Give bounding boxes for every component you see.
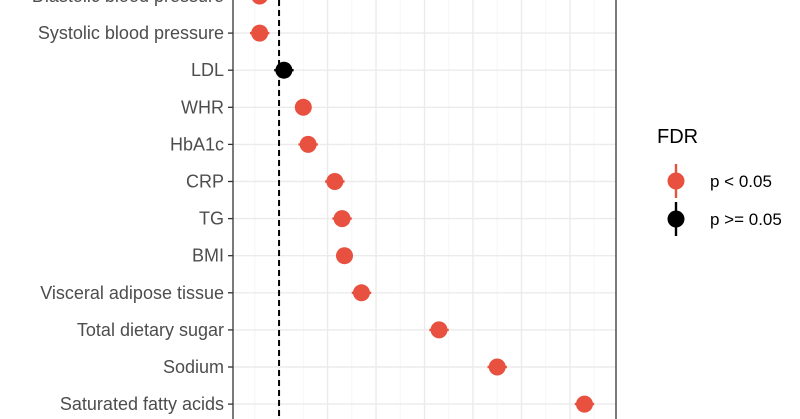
- data-point: [336, 247, 354, 265]
- y-tick-label: HbA1c: [170, 134, 224, 154]
- y-tick-label: WHR: [181, 97, 224, 117]
- y-tick-label: Systolic blood pressure: [38, 23, 224, 43]
- data-point: [252, 0, 268, 5]
- y-tick-label: BMI: [192, 246, 224, 266]
- y-tick-label: TG: [199, 209, 224, 229]
- y-tick-label: LDL: [191, 60, 224, 80]
- plot-panel: [232, 0, 617, 419]
- y-tick-label: Diastolic blood pressure: [32, 0, 224, 6]
- data-point: [275, 61, 293, 79]
- data-point: [294, 98, 312, 116]
- y-axis-ticks: [228, 32, 233, 405]
- data-point: [488, 358, 506, 376]
- y-tick-label: CRP: [186, 172, 224, 192]
- data-point: [326, 173, 344, 190]
- data-point: [430, 321, 448, 339]
- data-point: [575, 395, 593, 413]
- data-point: [251, 24, 269, 42]
- y-axis-labels: Diastolic blood pressure Systolic blood p…: [32, 0, 224, 414]
- panel-border: [232, 0, 617, 419]
- data-point: [352, 284, 370, 302]
- legend-label: p >= 0.05: [710, 210, 782, 229]
- legend-key-point: [667, 210, 685, 228]
- y-tick-label: Saturated fatty acids: [60, 394, 224, 414]
- legend-items: p < 0.05 p >= 0.05: [667, 164, 782, 236]
- data-point: [333, 210, 351, 228]
- legend-label: p < 0.05: [710, 172, 772, 191]
- legend: FDR p < 0.05 p >= 0.05: [657, 126, 782, 236]
- data-point: [299, 135, 317, 153]
- y-tick-label: Visceral adipose tissue: [40, 283, 224, 303]
- y-tick-label: Total dietary sugar: [77, 320, 224, 340]
- legend-key-point: [667, 172, 685, 190]
- y-tick-label: Sodium: [163, 357, 224, 377]
- legend-title: FDR: [657, 126, 698, 148]
